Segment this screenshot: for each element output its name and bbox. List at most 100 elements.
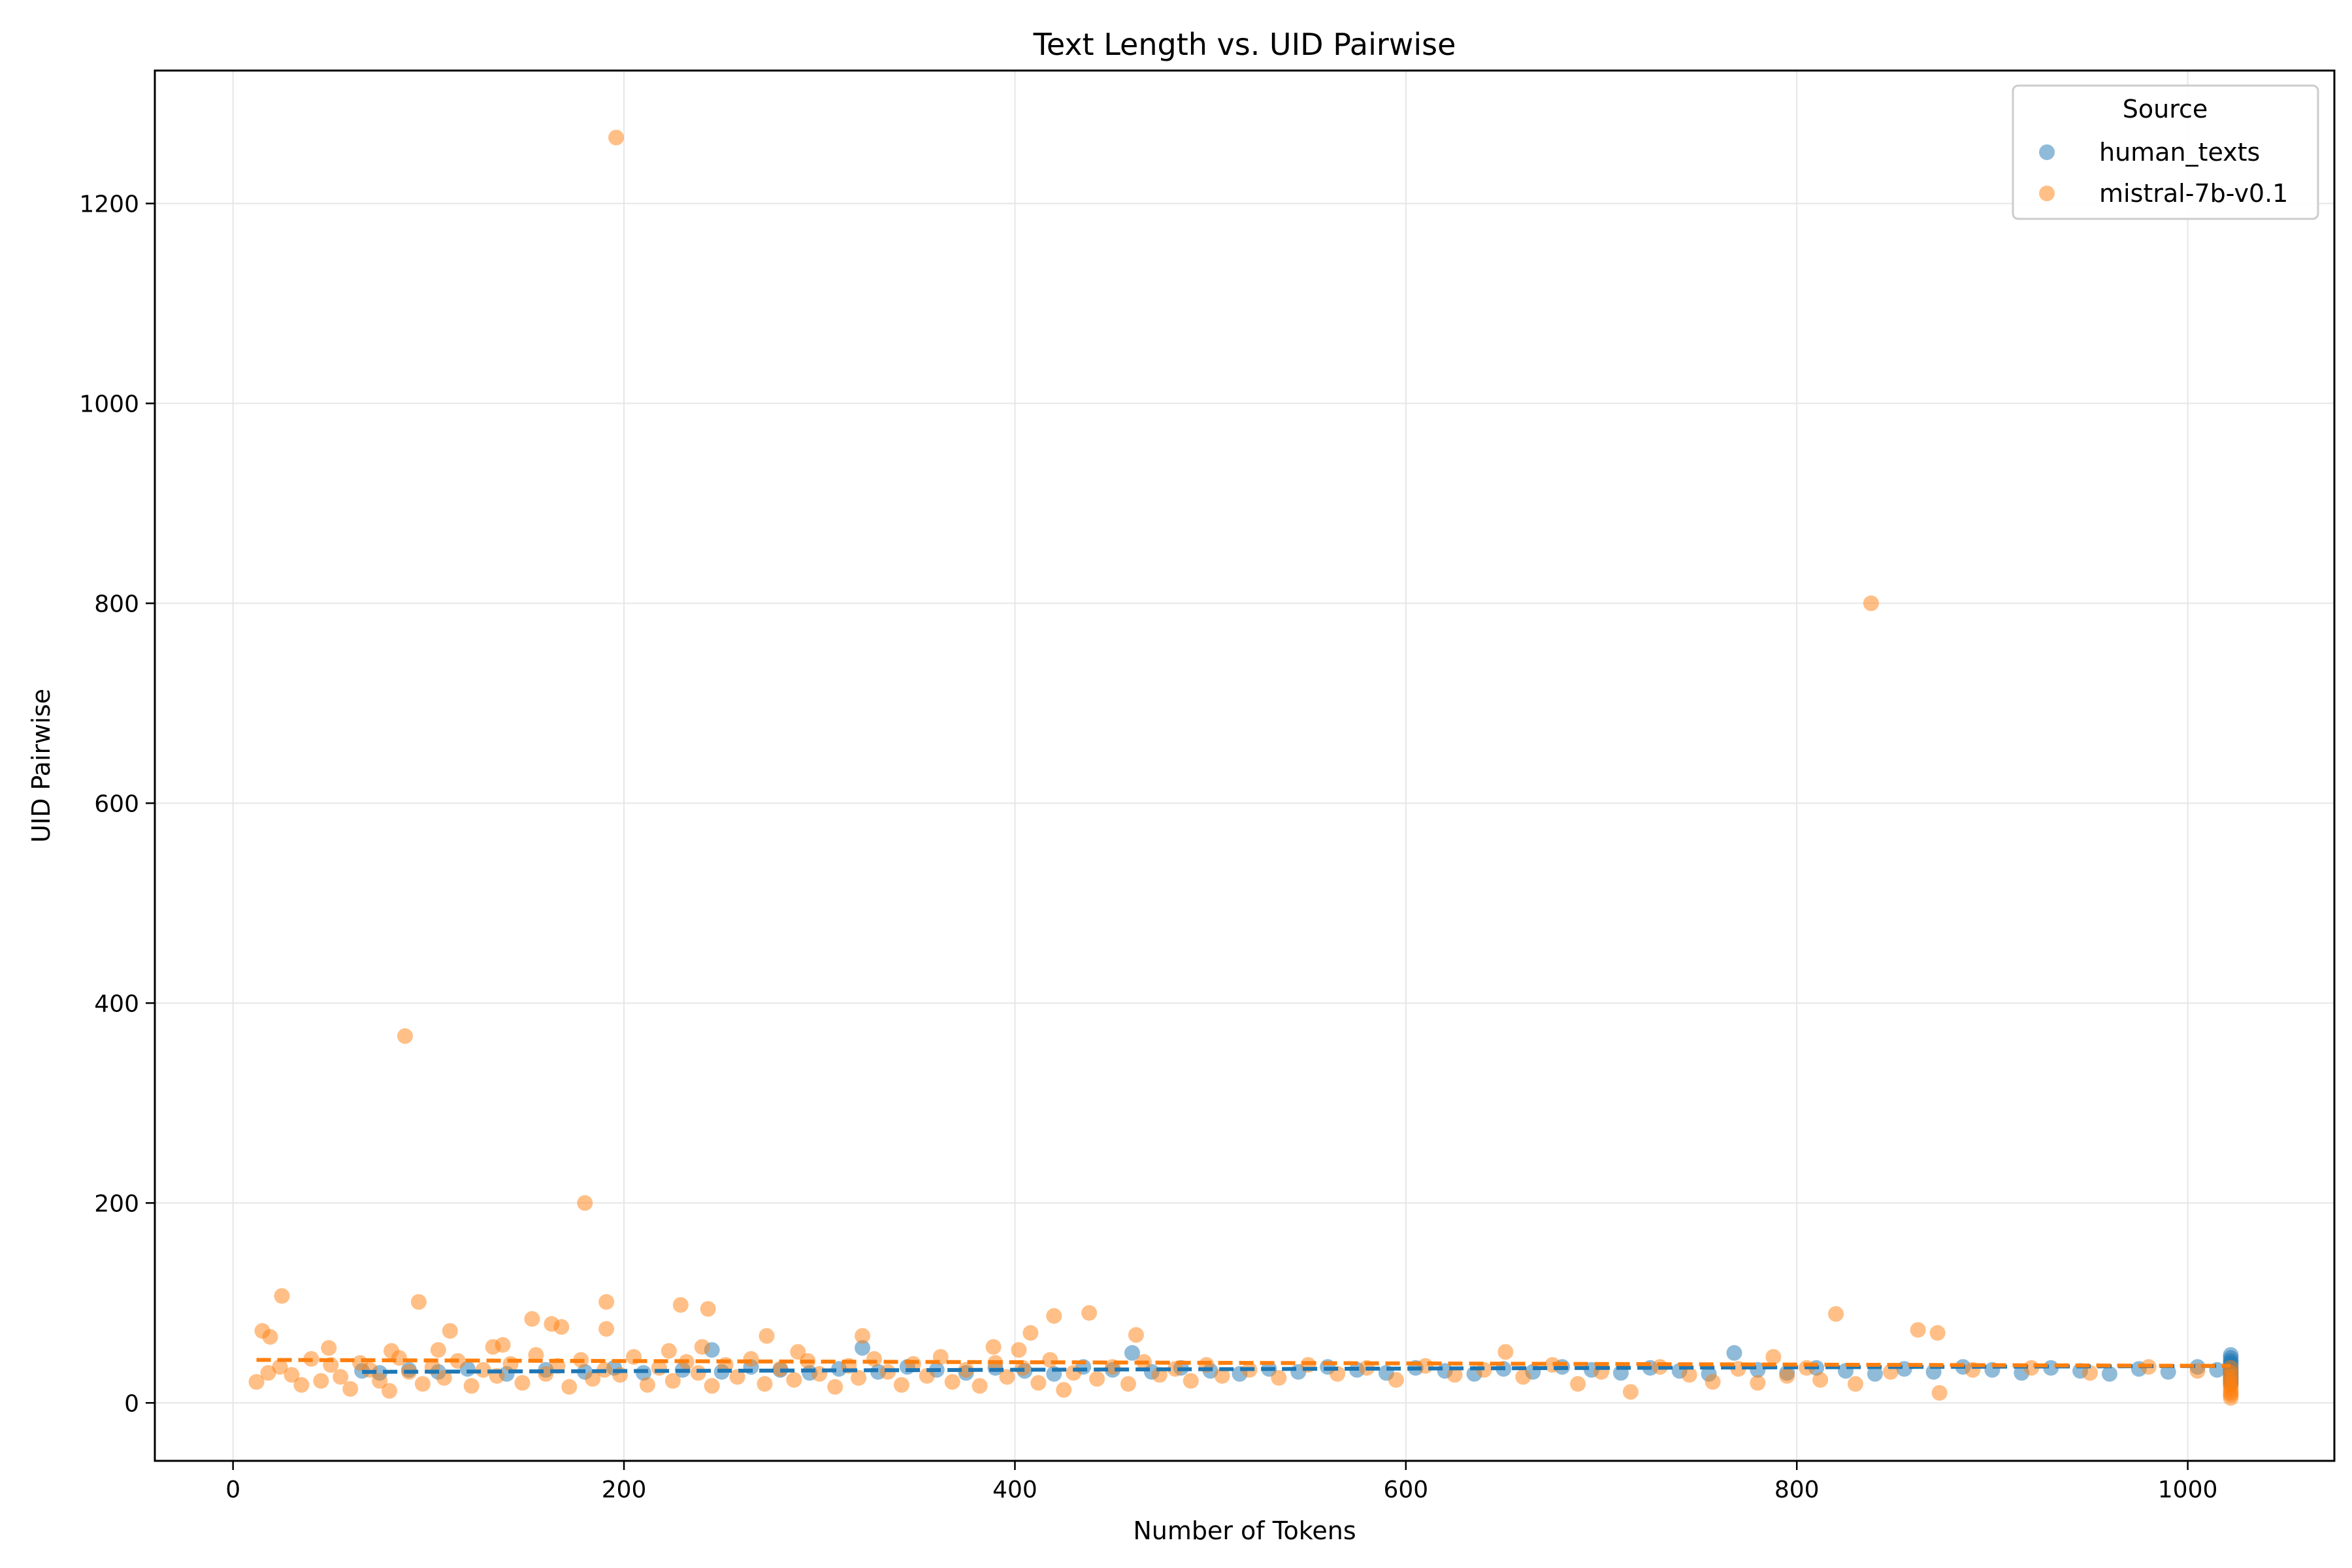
data-point	[585, 1371, 601, 1387]
data-point	[248, 1374, 265, 1390]
data-point	[827, 1379, 843, 1395]
mistral-trend-line	[256, 1358, 2231, 1368]
data-point	[704, 1378, 720, 1394]
data-point	[1765, 1348, 1782, 1365]
data-point	[1750, 1375, 1766, 1391]
data-point	[321, 1340, 337, 1356]
data-point	[1867, 1365, 1883, 1382]
data-point	[577, 1195, 593, 1211]
data-point	[743, 1350, 759, 1367]
data-point	[1570, 1376, 1586, 1392]
data-point	[410, 1294, 427, 1310]
data-point	[1030, 1375, 1047, 1391]
data-point	[561, 1379, 578, 1395]
x-tick-label: 600	[1383, 1477, 1428, 1503]
data-point	[786, 1372, 802, 1388]
data-point	[893, 1377, 909, 1393]
data-point	[1622, 1384, 1639, 1400]
data-point	[1124, 1345, 1140, 1361]
data-point	[729, 1369, 745, 1385]
data-point	[313, 1373, 329, 1389]
data-points	[248, 129, 2239, 1406]
data-point	[1271, 1370, 1287, 1386]
legend-box	[2012, 84, 2319, 220]
data-point	[2101, 1365, 2117, 1382]
data-point	[1705, 1374, 1721, 1390]
data-point	[811, 1365, 828, 1382]
data-point	[1779, 1367, 1795, 1384]
data-point	[1931, 1384, 1948, 1401]
data-point	[855, 1340, 871, 1356]
data-point	[1388, 1372, 1404, 1388]
x-tick-label: 200	[602, 1477, 647, 1503]
data-point	[866, 1350, 883, 1367]
data-point	[1726, 1345, 1742, 1361]
data-point	[391, 1350, 407, 1366]
legend-marker-human-texts	[2039, 144, 2055, 160]
axis-ticks: 0 200 400 600 800 1000 0 200 400 600 800 1000 1200	[79, 191, 2217, 1503]
x-tick-label: 800	[1774, 1477, 1820, 1503]
y-tick-label: 600	[94, 791, 139, 817]
data-point	[485, 1339, 501, 1355]
y-tick-label: 200	[94, 1190, 139, 1217]
x-tick-label: 400	[992, 1477, 1037, 1503]
grid-lines	[155, 71, 2334, 1461]
data-point	[262, 1329, 278, 1345]
data-point	[1042, 1352, 1058, 1368]
data-point	[757, 1376, 773, 1392]
y-tick-label: 1200	[79, 191, 139, 218]
x-axis-label: Number of Tokens	[1133, 1516, 1356, 1545]
data-point	[1929, 1325, 1946, 1341]
data-point	[1681, 1367, 1697, 1383]
data-point	[1011, 1342, 1027, 1358]
data-point	[1446, 1367, 1463, 1383]
data-point	[274, 1288, 290, 1304]
data-point	[1183, 1373, 1199, 1389]
data-point	[958, 1362, 974, 1378]
data-point	[1812, 1372, 1829, 1388]
data-point	[397, 1028, 413, 1044]
y-tick-label: 0	[124, 1390, 139, 1417]
data-point	[372, 1373, 388, 1389]
data-point	[382, 1382, 398, 1399]
data-point	[1066, 1365, 1082, 1381]
data-point	[759, 1328, 775, 1344]
data-point	[272, 1359, 288, 1375]
plot-frame	[154, 69, 2336, 1462]
data-point	[1863, 595, 1879, 612]
x-tick-label: 1000	[2158, 1477, 2218, 1503]
data-point	[851, 1370, 867, 1386]
data-point	[855, 1328, 871, 1344]
data-point	[342, 1380, 359, 1397]
data-point	[1081, 1305, 1098, 1321]
data-point	[608, 129, 625, 146]
data-point	[664, 1373, 681, 1389]
data-point	[1056, 1382, 1072, 1398]
legend-label-human-texts: human_texts	[2099, 138, 2260, 167]
data-point	[1167, 1361, 1183, 1377]
data-point	[1828, 1306, 1844, 1322]
data-point	[972, 1378, 988, 1394]
data-point	[1022, 1325, 1039, 1341]
y-tick-label: 1000	[79, 391, 139, 417]
data-point	[1128, 1327, 1144, 1343]
data-point	[690, 1365, 706, 1381]
data-point	[436, 1370, 452, 1386]
data-point	[1847, 1376, 1863, 1392]
data-point	[985, 1339, 1002, 1355]
data-point	[502, 1356, 519, 1372]
data-point	[1497, 1344, 1514, 1360]
data-point	[442, 1323, 458, 1339]
data-point	[999, 1369, 1015, 1385]
data-point	[598, 1321, 615, 1337]
legend-label-mistral: mistral-7b-v0.1	[2099, 179, 2288, 208]
data-point	[414, 1376, 431, 1392]
data-point	[430, 1342, 446, 1358]
y-axis-label: UID Pairwise	[27, 689, 56, 843]
x-tick-label: 0	[225, 1477, 240, 1503]
legend: Source human_texts mistral-7b-v0.1	[2012, 84, 2319, 220]
data-point	[514, 1375, 531, 1391]
data-point	[475, 1362, 491, 1378]
